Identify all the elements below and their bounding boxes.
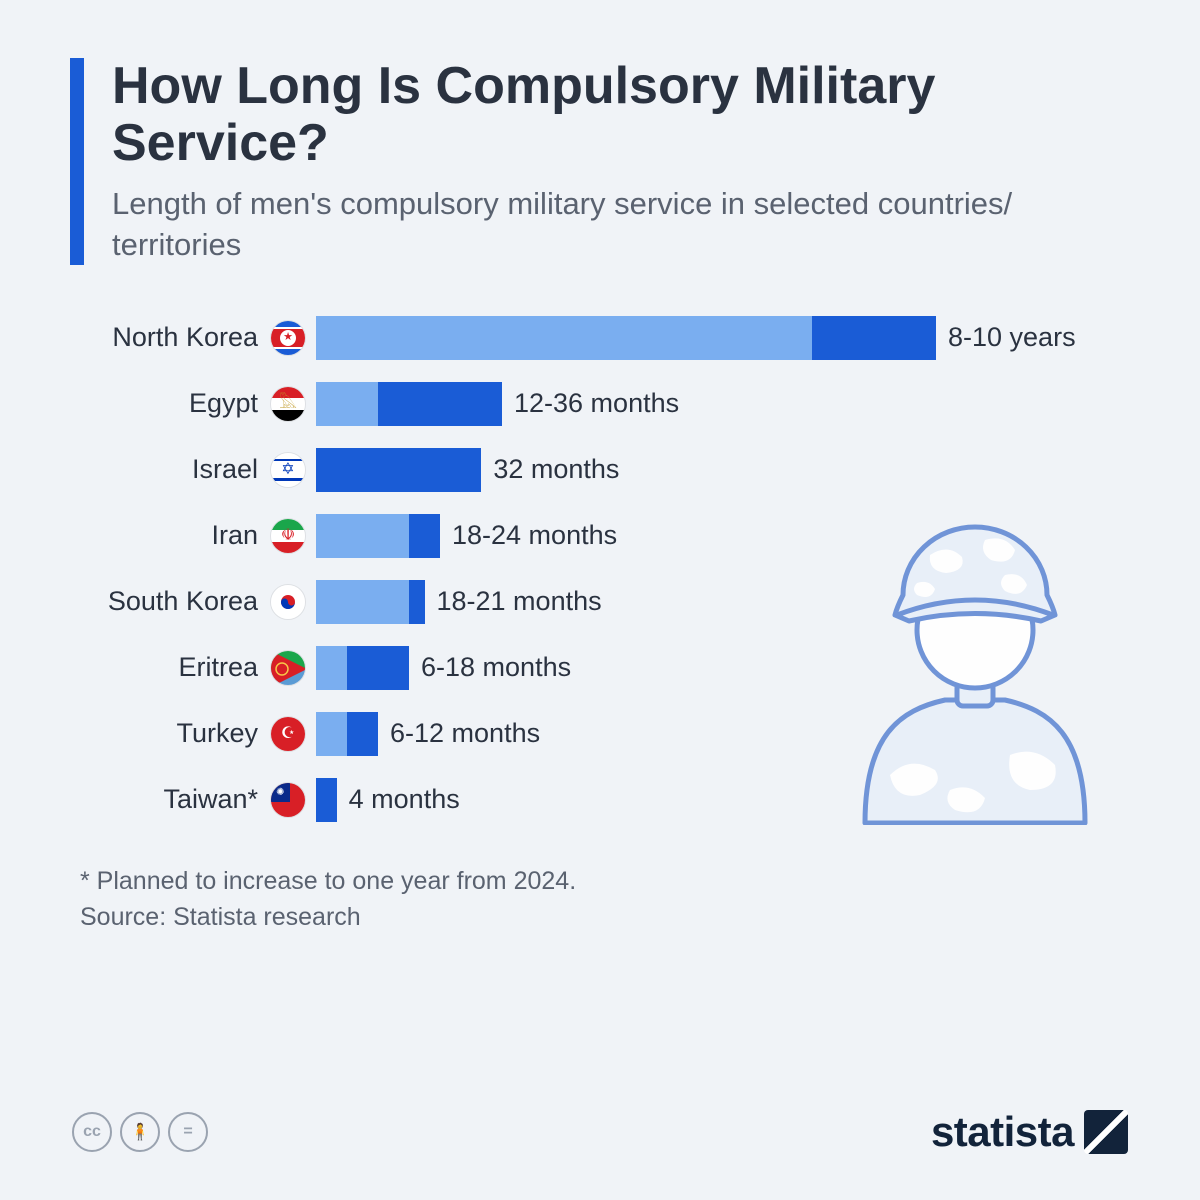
flag-turkey-icon: ☪	[270, 716, 306, 752]
bar-wrap: 18-24 months	[316, 514, 617, 558]
bar-wrap: 8-10 years	[316, 316, 1076, 360]
bar	[316, 778, 337, 822]
bar-wrap: 32 months	[316, 448, 619, 492]
soldier-icon	[845, 475, 1105, 830]
flag-eritrea-icon	[270, 650, 306, 686]
bar-wrap: 4 months	[316, 778, 460, 822]
footnote-source: Source: Statista research	[80, 899, 1130, 935]
bar	[316, 646, 409, 690]
page-subtitle: Length of men's compulsory military serv…	[112, 184, 1130, 265]
flag-taiwan-icon: ✺	[270, 782, 306, 818]
value-label: 18-24 months	[452, 520, 617, 551]
value-label: 6-12 months	[390, 718, 540, 749]
flag-north-korea-icon: ★	[270, 320, 306, 356]
footer: cc 🧍 = statista	[72, 1108, 1128, 1156]
bar-wrap: 6-12 months	[316, 712, 540, 756]
bar-wrap: 12-36 months	[316, 382, 679, 426]
titles: How Long Is Compulsory Military Service?…	[112, 58, 1130, 265]
by-icon: 🧍	[120, 1112, 160, 1152]
value-label: 4 months	[349, 784, 460, 815]
brand-text: statista	[931, 1108, 1074, 1156]
page-title: How Long Is Compulsory Military Service?	[112, 58, 1130, 172]
bar	[316, 580, 425, 624]
accent-bar	[70, 58, 84, 265]
flag-egypt-icon: 𓅓	[270, 386, 306, 422]
nd-icon: =	[168, 1112, 208, 1152]
value-label: 12-36 months	[514, 388, 679, 419]
footnote: * Planned to increase to one year from 2…	[80, 863, 1130, 936]
country-label: Israel	[80, 454, 270, 485]
brand: statista	[931, 1108, 1128, 1156]
country-label: Taiwan*	[80, 784, 270, 815]
value-label: 8-10 years	[948, 322, 1076, 353]
value-label: 6-18 months	[421, 652, 571, 683]
country-label: Eritrea	[80, 652, 270, 683]
bar-wrap: 6-18 months	[316, 646, 571, 690]
infographic-root: How Long Is Compulsory Military Service?…	[0, 0, 1200, 1200]
value-label: 32 months	[493, 454, 619, 485]
header: How Long Is Compulsory Military Service?…	[70, 58, 1130, 265]
country-label: Iran	[80, 520, 270, 551]
bar	[316, 382, 502, 426]
flag-iran-icon: ☫	[270, 518, 306, 554]
footnote-line: * Planned to increase to one year from 2…	[80, 863, 1130, 899]
cc-icon: cc	[72, 1112, 112, 1152]
bar	[316, 316, 936, 360]
chart-row: North Korea★ 8-10 years	[80, 305, 1130, 371]
country-label: Egypt	[80, 388, 270, 419]
value-label: 18-21 months	[437, 586, 602, 617]
bar	[316, 448, 481, 492]
country-label: Turkey	[80, 718, 270, 749]
country-label: North Korea	[80, 322, 270, 353]
bar	[316, 712, 378, 756]
brand-mark-icon	[1084, 1110, 1128, 1154]
bar-wrap: 18-21 months	[316, 580, 602, 624]
flag-south-korea-icon	[270, 584, 306, 620]
license-icons: cc 🧍 =	[72, 1112, 208, 1152]
chart-row: Egypt𓅓 12-36 months	[80, 371, 1130, 437]
country-label: South Korea	[80, 586, 270, 617]
flag-israel-icon: ✡	[270, 452, 306, 488]
bar	[316, 514, 440, 558]
